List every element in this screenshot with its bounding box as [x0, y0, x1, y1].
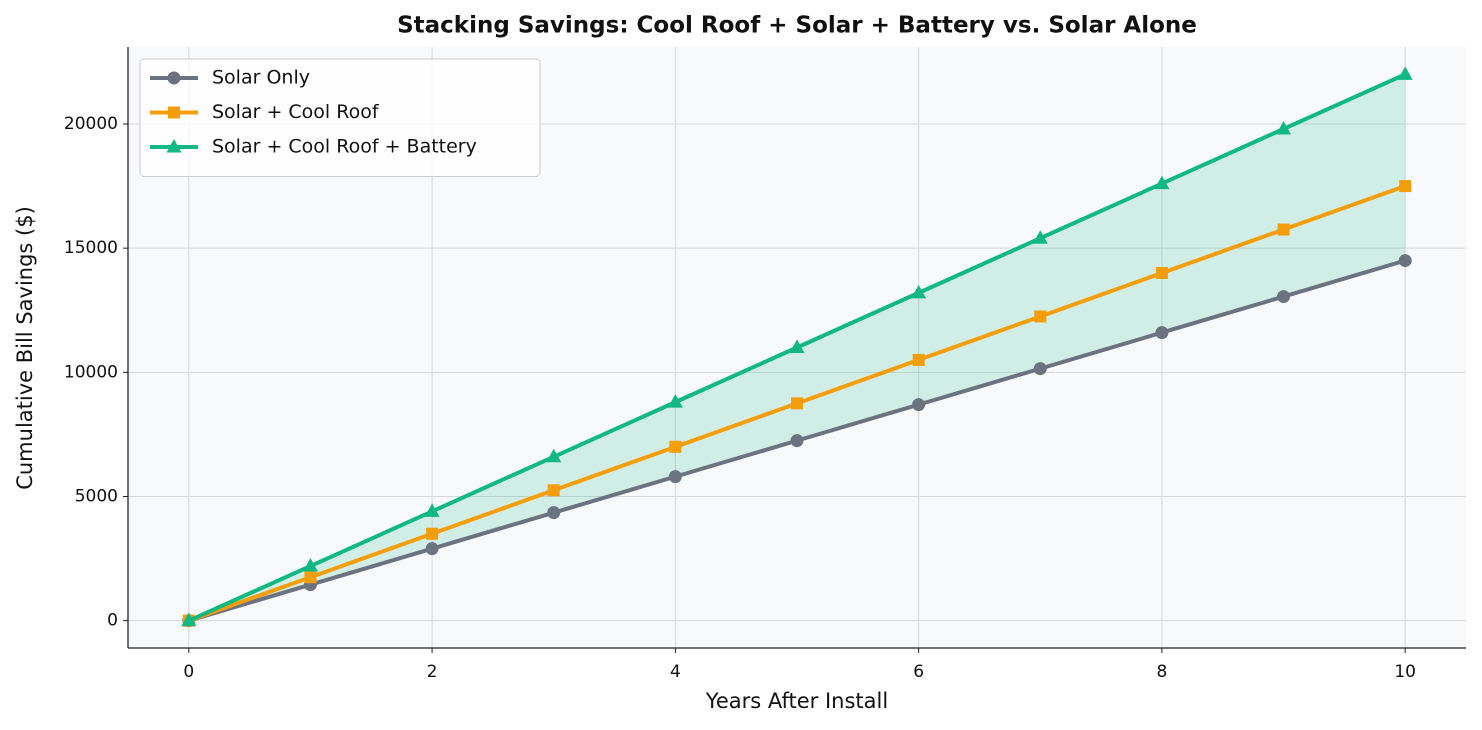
marker: [1034, 310, 1047, 323]
marker: [669, 440, 682, 453]
marker: [424, 503, 440, 517]
marker: [1154, 175, 1170, 190]
legend-label: Solar Only: [212, 67, 310, 89]
marker: [1277, 290, 1291, 304]
marker: [547, 506, 561, 520]
x-tick-label: 2: [427, 662, 438, 682]
marker: [181, 612, 197, 627]
marker: [166, 139, 182, 153]
legend-box: [139, 58, 541, 177]
marker: [546, 448, 562, 463]
marker: [1277, 223, 1290, 236]
marker: [912, 398, 926, 412]
marker: [667, 394, 683, 408]
y-tick-label: 10000: [64, 362, 118, 382]
marker: [791, 397, 803, 410]
marker: [1276, 120, 1292, 135]
y-tick-label: 0: [107, 611, 118, 631]
marker: [668, 470, 682, 484]
x-tick-label: 6: [913, 662, 924, 682]
marker: [789, 339, 805, 353]
y-tick-label: 20000: [64, 114, 118, 134]
legend-label: Solar + Cool Roof + Battery: [212, 136, 477, 158]
marker: [547, 484, 560, 497]
y-tick-label: 15000: [64, 238, 118, 258]
marker: [304, 571, 317, 584]
marker: [1155, 326, 1169, 340]
x-tick-label: 4: [670, 662, 681, 682]
marker: [426, 527, 439, 540]
marker: [1398, 254, 1412, 268]
marker: [790, 434, 804, 448]
marker: [1155, 266, 1168, 279]
y-axis-label: Cumulative Bill Savings ($): [13, 206, 37, 490]
y-tick-label: 5000: [75, 487, 118, 507]
x-tick-label: 10: [1394, 662, 1416, 682]
x-tick-label: 0: [183, 662, 194, 682]
marker: [167, 71, 181, 85]
marker: [425, 542, 439, 556]
x-tick-label: 8: [1156, 662, 1167, 682]
marker: [302, 558, 318, 572]
marker: [1032, 230, 1048, 244]
marker: [1397, 66, 1413, 80]
marker: [168, 106, 180, 119]
marker: [911, 284, 927, 299]
marker: [1399, 180, 1412, 193]
marker: [912, 353, 925, 366]
chart-title: Stacking Savings: Cool Roof + Solar + Ba…: [397, 13, 1197, 39]
x-axis-label: Years After Install: [705, 689, 888, 713]
marker: [1033, 362, 1047, 376]
legend-label: Solar + Cool Roof: [212, 101, 380, 123]
